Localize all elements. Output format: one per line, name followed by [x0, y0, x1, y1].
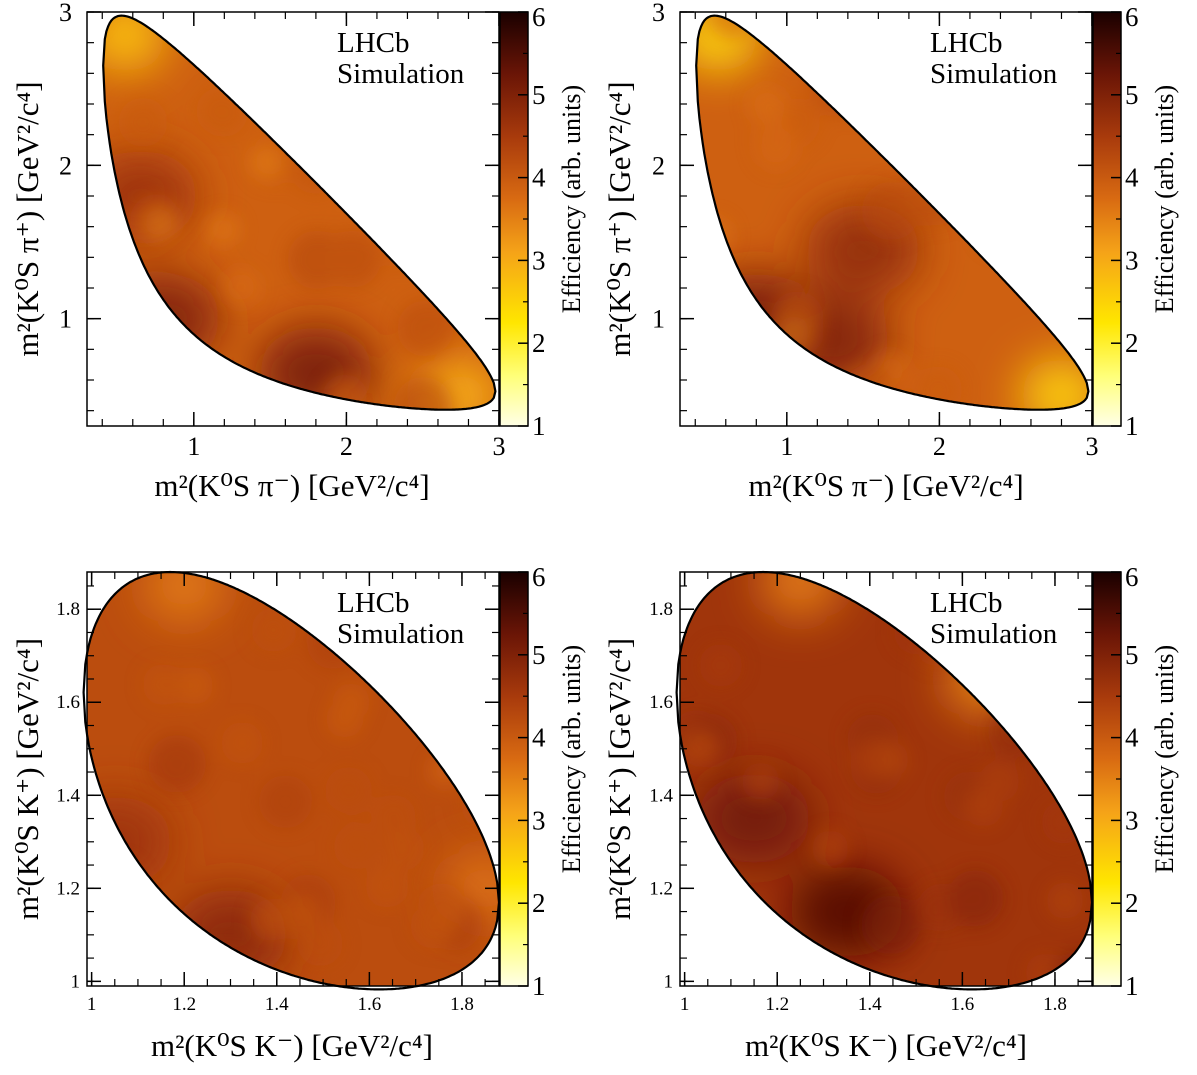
- plot-frame: [86, 571, 500, 987]
- colorbar-tick-label: 3: [532, 805, 546, 835]
- y-tick-label: 2: [59, 151, 72, 180]
- colorbar-title: Efficiency (arb. units): [557, 645, 586, 873]
- colorbar-tick-label: 4: [1125, 723, 1139, 753]
- colorbar-title: Efficiency (arb. units): [557, 85, 586, 313]
- x-axis-title: m²(K⁰S K⁻) [GeV²/c⁴]: [151, 1028, 433, 1063]
- x-tick-label: 1: [780, 432, 793, 461]
- x-tick-label: 3: [493, 432, 506, 461]
- y-tick-label: 1.4: [56, 785, 80, 806]
- experiment-label: LHCb: [930, 27, 1003, 59]
- y-tick-label: 1: [652, 305, 665, 334]
- y-axis-title: m²(K⁰S π⁺) [GeV²/c⁴]: [602, 81, 637, 356]
- plot-frame: [679, 571, 1093, 987]
- colorbar-tick-label: 6: [1125, 2, 1139, 32]
- colorbar-tick-label: 4: [532, 723, 546, 753]
- efficiency-low: [419, 358, 496, 410]
- x-axis-title: m²(K⁰S π⁻) [GeV²/c⁴]: [748, 468, 1023, 503]
- y-tick-label: 1.2: [56, 878, 80, 899]
- colorbar-tick-label: 5: [1125, 80, 1139, 110]
- simulation-label: Simulation: [337, 618, 465, 650]
- efficiency-low: [1020, 358, 1089, 410]
- colorbar-tick-label: 1: [1125, 971, 1139, 1001]
- colorbar-tick-label: 2: [532, 888, 546, 918]
- y-tick-label: 1.6: [649, 692, 673, 713]
- x-tick-label: 2: [340, 432, 353, 461]
- plot-frame: [679, 11, 1093, 427]
- x-axis-title: m²(K⁰S π⁻) [GeV²/c⁴]: [154, 468, 429, 503]
- y-axis-title: m²(K⁰S π⁺) [GeV²/c⁴]: [10, 81, 45, 356]
- colorbar-tick-label: 6: [1125, 562, 1139, 592]
- x-tick-label: 1.8: [450, 994, 474, 1015]
- y-tick-label: 1.8: [56, 599, 80, 620]
- y-tick-label: 1.8: [649, 599, 673, 620]
- y-axis-title: m²(K⁰S K⁺) [GeV²/c⁴]: [602, 638, 637, 920]
- efficiency-low: [759, 572, 842, 619]
- colorbar-tick-label: 6: [532, 2, 546, 32]
- colorbar-tick-label: 1: [1125, 411, 1139, 441]
- x-tick-label: 1: [87, 994, 97, 1015]
- dalitz-boundary: [695, 14, 1090, 411]
- x-tick-label: 1.2: [172, 994, 196, 1015]
- colorbar-tick-label: 4: [1125, 163, 1139, 193]
- y-tick-label: 1: [664, 971, 674, 992]
- x-tick-label: 1.6: [951, 994, 975, 1015]
- colorbar-tick-label: 1: [532, 411, 546, 441]
- colorbar-tick-label: 2: [532, 328, 546, 358]
- colorbar-tick-label: 5: [532, 640, 546, 670]
- x-tick-label: 1.2: [765, 994, 789, 1015]
- y-tick-label: 2: [652, 151, 665, 180]
- y-axis-title: m²(K⁰S K⁺) [GeV²/c⁴]: [10, 638, 45, 920]
- y-tick-label: 1.4: [649, 785, 673, 806]
- y-tick-label: 1.2: [649, 878, 673, 899]
- simulation-label: Simulation: [930, 58, 1058, 90]
- plot-frame: [86, 11, 500, 427]
- colorbar-tick-label: 3: [1125, 805, 1139, 835]
- x-tick-label: 1.4: [265, 994, 289, 1015]
- y-tick-label: 1: [71, 971, 81, 992]
- x-tick-label: 1: [187, 432, 200, 461]
- x-tick-label: 1.6: [358, 994, 382, 1015]
- colorbar-tick-label: 2: [1125, 328, 1139, 358]
- colorbar: [499, 571, 529, 987]
- efficiency-peak: [696, 772, 812, 865]
- experiment-label: LHCb: [930, 587, 1003, 619]
- colorbar-tick-label: 4: [532, 163, 546, 193]
- colorbar: [499, 11, 529, 427]
- colorbar-title: Efficiency (arb. units): [1150, 645, 1179, 873]
- colorbar-tick-label: 1: [532, 971, 546, 1001]
- simulation-label: Simulation: [337, 58, 465, 90]
- y-tick-label: 3: [652, 0, 665, 27]
- dalitz-boundary: [102, 14, 497, 411]
- y-tick-label: 3: [59, 0, 72, 27]
- x-tick-label: 2: [933, 432, 946, 461]
- x-tick-label: 1.4: [858, 994, 882, 1015]
- experiment-label: LHCb: [337, 587, 410, 619]
- chart-panel-bottom-left: 1 1.2 1.4 1.6 1.8 1 1.2 1.4 1.6 1.8 LHCbSimulation…: [10, 562, 586, 1063]
- y-tick-label: 1.6: [56, 692, 80, 713]
- x-tick-label: 1: [680, 994, 690, 1015]
- colorbar-tick-label: 5: [532, 80, 546, 110]
- simulation-label: Simulation: [930, 618, 1058, 650]
- colorbar-title: Efficiency (arb. units): [1150, 85, 1179, 313]
- x-tick-label: 3: [1086, 432, 1099, 461]
- chart-panel-bottom-right: 1 1.2 1.4 1.6 1.8 1 1.2 1.4 1.6 1.8 LHCbSimulation…: [602, 562, 1179, 1063]
- x-tick-label: 1.8: [1043, 994, 1067, 1015]
- colorbar-tick-label: 3: [532, 245, 546, 275]
- experiment-label: LHCb: [337, 27, 410, 59]
- colorbar-tick-label: 5: [1125, 640, 1139, 670]
- y-tick-label: 1: [59, 305, 72, 334]
- colorbar-tick-label: 3: [1125, 245, 1139, 275]
- x-axis-title: m²(K⁰S K⁻) [GeV²/c⁴]: [745, 1028, 1027, 1063]
- colorbar-tick-label: 2: [1125, 888, 1139, 918]
- colorbar-tick-label: 6: [532, 562, 546, 592]
